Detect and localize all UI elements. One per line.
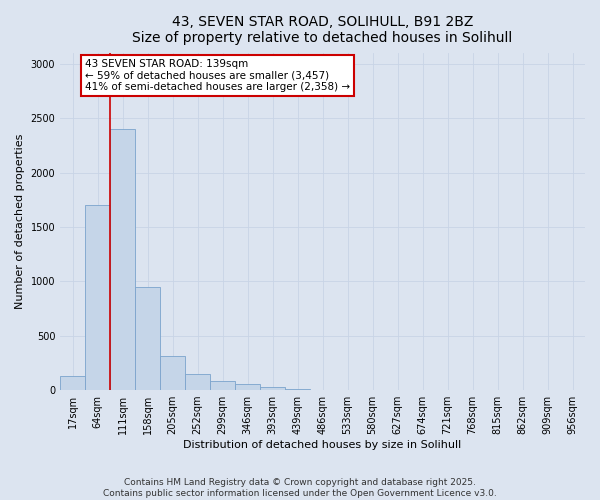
Bar	[185, 374, 210, 390]
Bar	[135, 287, 160, 390]
Title: 43, SEVEN STAR ROAD, SOLIHULL, B91 2BZ
Size of property relative to detached hou: 43, SEVEN STAR ROAD, SOLIHULL, B91 2BZ S…	[133, 15, 513, 45]
Bar	[160, 356, 185, 390]
Bar	[260, 387, 285, 390]
Bar	[210, 381, 235, 390]
X-axis label: Distribution of detached houses by size in Solihull: Distribution of detached houses by size …	[184, 440, 462, 450]
Bar	[235, 384, 260, 390]
Text: 43 SEVEN STAR ROAD: 139sqm
← 59% of detached houses are smaller (3,457)
41% of s: 43 SEVEN STAR ROAD: 139sqm ← 59% of deta…	[85, 58, 350, 92]
Y-axis label: Number of detached properties: Number of detached properties	[15, 134, 25, 310]
Bar	[285, 389, 310, 390]
Text: Contains HM Land Registry data © Crown copyright and database right 2025.
Contai: Contains HM Land Registry data © Crown c…	[103, 478, 497, 498]
Bar	[85, 206, 110, 390]
Bar	[60, 376, 85, 390]
Bar	[110, 130, 135, 390]
